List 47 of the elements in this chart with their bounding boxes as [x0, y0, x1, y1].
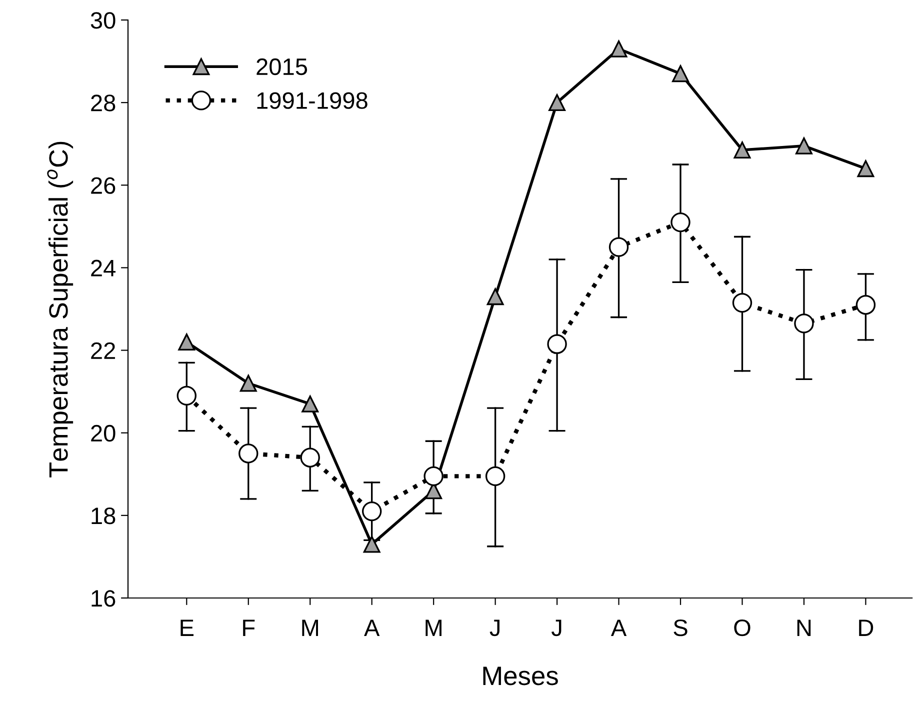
- point: [734, 142, 751, 159]
- x-tick-label: M: [302, 620, 318, 636]
- point: [610, 40, 628, 58]
- point: [485, 466, 506, 486]
- y-tick-label: 24: [91, 260, 116, 276]
- x-tick-label: F: [243, 620, 255, 636]
- y-tick-label: 18: [92, 507, 116, 524]
- point: [300, 448, 320, 468]
- x-tick-label: A: [610, 620, 627, 636]
- point: [548, 94, 566, 112]
- y-tick-label: 20: [91, 424, 116, 442]
- point: [795, 137, 812, 154]
- x-tick-label: A: [364, 620, 380, 636]
- y-tick-label: 30: [90, 12, 116, 29]
- point: [176, 386, 197, 406]
- point: [670, 212, 690, 232]
- point: [238, 444, 258, 464]
- point: [547, 334, 567, 354]
- x-tick-label: J: [552, 620, 562, 636]
- point: [363, 536, 380, 553]
- x-tick-label: N: [797, 620, 811, 636]
- point: [424, 466, 444, 486]
- point: [362, 501, 382, 522]
- y-tick-label: 28: [91, 94, 116, 112]
- x-tick-label: J: [490, 620, 500, 636]
- x-tick-label: M: [426, 620, 442, 636]
- x-tick-label: S: [674, 619, 688, 636]
- y-tick-label: 22: [91, 342, 116, 359]
- point: [857, 160, 874, 178]
- legend-label: 2015: [256, 58, 308, 76]
- point: [302, 395, 319, 412]
- point: [608, 237, 629, 257]
- x-axis-title: Meses: [483, 666, 558, 686]
- x-tick-label: O: [734, 619, 750, 636]
- point: [178, 334, 196, 351]
- point: [672, 65, 689, 82]
- legend-label: 1991-1998: [257, 92, 368, 109]
- point: [794, 314, 814, 334]
- point: [856, 295, 876, 315]
- point: [240, 374, 257, 392]
- point: [732, 292, 752, 313]
- y-tick-label: 16: [92, 590, 116, 607]
- x-tick-label: E: [180, 620, 194, 636]
- x-tick-label: D: [859, 620, 874, 636]
- y-axis-title: Temperatura Superficial ($^{o}$C): [47, 142, 74, 478]
- point: [486, 288, 504, 306]
- y-tick-label: 26: [91, 177, 116, 194]
